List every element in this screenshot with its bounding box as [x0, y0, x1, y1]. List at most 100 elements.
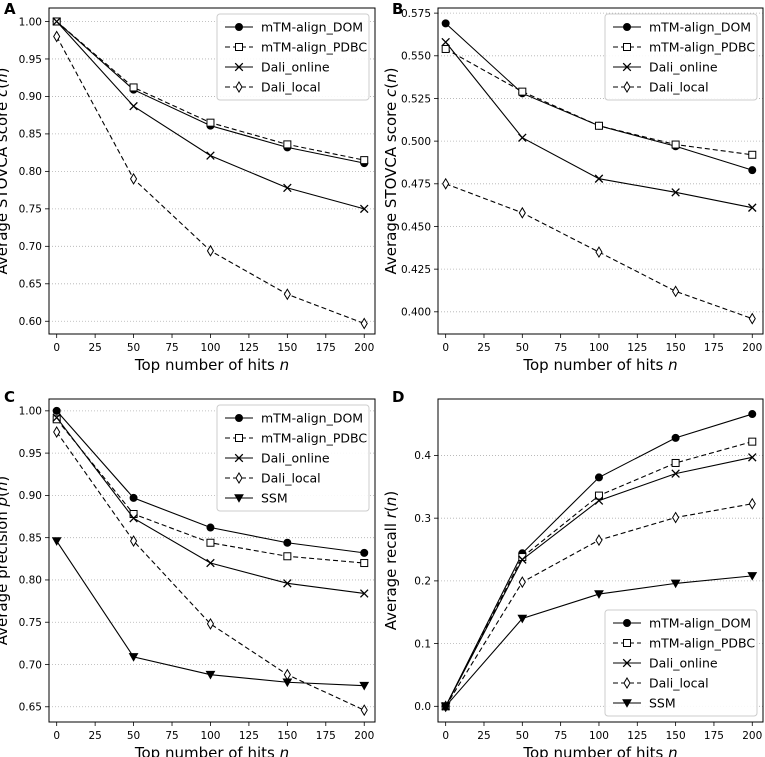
- legend-item: mTM-align_DOM: [613, 616, 751, 631]
- legend-label: mTM-align_PDBC: [261, 431, 367, 446]
- axis-label-part: c: [0, 88, 11, 97]
- data-point: [283, 552, 292, 561]
- data-point: [594, 174, 604, 183]
- axis-label-part: n: [668, 744, 678, 757]
- data-point: [283, 288, 291, 301]
- x-tick-label: 150: [277, 342, 297, 354]
- data-point: [283, 579, 292, 588]
- axis-label-part: Top number of hits: [134, 356, 280, 374]
- data-point: [748, 437, 757, 446]
- series-ssm: [51, 537, 370, 691]
- axis-label-part: (: [382, 506, 400, 512]
- data-point: [206, 118, 215, 127]
- data-point: [670, 579, 681, 589]
- legend-box: [216, 13, 370, 101]
- y-tick-label: 0.3: [414, 513, 431, 525]
- y-tick-label: 0.95: [19, 448, 42, 460]
- data-point: [672, 285, 680, 298]
- legend: mTM-align_DOM mTM-align_PDBC Dali_online Da…: [216, 13, 370, 101]
- data-point: [359, 204, 369, 214]
- panel-d: D 0.0 0.1 0.2 0.3 0.4 0 25 50 75 100 125 150 175 200 To…: [382, 388, 764, 757]
- legend-box: [604, 13, 758, 101]
- legend-box: [604, 609, 758, 717]
- plot-frame: [437, 7, 764, 335]
- legend: mTM-align_DOM mTM-align_PDBC Dali_online Da…: [604, 609, 758, 717]
- panel-letter: A: [4, 0, 16, 18]
- y-tick-label: 1.00: [19, 16, 42, 28]
- data-point: [594, 590, 604, 599]
- legend-item: mTM-align_PDBC: [613, 40, 755, 55]
- legend-item: Dali_online: [225, 60, 330, 75]
- axis-label-part: Average precision: [0, 506, 11, 645]
- data-point: [129, 535, 138, 548]
- data-point: [283, 183, 292, 193]
- x-axis-label: Top number of hits n: [522, 744, 677, 757]
- axis-label-part: r: [382, 511, 400, 518]
- legend-label: SSM: [261, 491, 288, 506]
- series-line: [56, 431, 365, 711]
- data-point: [748, 203, 757, 212]
- legend-marker: [623, 619, 632, 628]
- data-point: [129, 83, 138, 92]
- data-point: [206, 151, 215, 160]
- data-point: [441, 44, 450, 53]
- data-point: [442, 177, 450, 190]
- legend-item: mTM-align_PDBC: [225, 431, 367, 446]
- axis-label-part: n: [382, 73, 400, 83]
- series-dali-local: [442, 497, 756, 713]
- axis-label-part: n: [668, 356, 678, 374]
- legend-marker: [623, 677, 631, 689]
- legend-marker: [234, 413, 243, 422]
- legend-marker: [622, 658, 632, 668]
- y-tick-label: 0.550: [401, 51, 431, 63]
- axis-label-part: c: [382, 88, 400, 97]
- legend-item: SSM: [613, 696, 676, 711]
- legend-label: mTM-align_DOM: [261, 20, 363, 35]
- legend: mTM-align_DOM mTM-align_PDBC Dali_online Da…: [604, 13, 758, 101]
- axis-label-part: (: [382, 83, 400, 89]
- data-point: [206, 538, 215, 547]
- legend-item: Dali_online: [225, 451, 330, 466]
- y-tick-label: 0.450: [401, 221, 431, 233]
- x-tick-label: 25: [88, 730, 101, 742]
- y-axis-label: Average STOVCA score c(n): [382, 68, 400, 275]
- x-tick-label: 125: [627, 730, 647, 742]
- y-tick-label: 0.425: [401, 264, 431, 276]
- axis-label-part: n: [280, 744, 290, 757]
- data-point: [671, 469, 680, 478]
- y-tick-label: 0.75: [19, 204, 42, 216]
- y-tick-label: 0.575: [401, 8, 431, 20]
- legend-item: mTM-align_DOM: [225, 20, 363, 35]
- legend-marker: [235, 472, 243, 484]
- series-dali-local: [53, 426, 368, 717]
- data-point: [440, 702, 451, 712]
- panel-b: B 0.400 0.425 0.450 0.475 0.500 0.525 0.550 0.57…: [382, 0, 764, 374]
- legend-label: Dali_local: [261, 471, 321, 486]
- axis-label-part: ): [382, 491, 400, 497]
- y-tick-label: 0.65: [19, 702, 42, 714]
- legend-label: mTM-align_DOM: [649, 20, 751, 35]
- x-tick-label: 150: [666, 342, 686, 354]
- x-tick-label: 175: [316, 342, 336, 354]
- x-tick-label: 75: [165, 730, 178, 742]
- data-point: [282, 678, 293, 688]
- data-point: [206, 523, 215, 532]
- y-tick-label: 0.0: [414, 701, 431, 713]
- x-tick-label: 100: [200, 730, 220, 742]
- y-tick-label: 0.500: [401, 136, 431, 148]
- data-point: [360, 317, 368, 330]
- series-dali-online: [52, 413, 369, 598]
- series-dali-local: [53, 30, 368, 330]
- x-tick-label: 50: [516, 730, 529, 742]
- x-tick-label: 175: [704, 342, 724, 354]
- x-axis-label: Top number of hits n: [134, 356, 289, 374]
- data-point: [441, 37, 450, 47]
- legend-marker: [235, 43, 243, 51]
- data-point: [748, 453, 757, 462]
- data-point: [594, 496, 604, 505]
- legend-item: mTM-align_DOM: [225, 411, 363, 426]
- data-point: [594, 473, 603, 482]
- data-point: [52, 17, 61, 26]
- legend-item: Dali_online: [613, 656, 718, 671]
- axis-label-part: n: [382, 497, 400, 507]
